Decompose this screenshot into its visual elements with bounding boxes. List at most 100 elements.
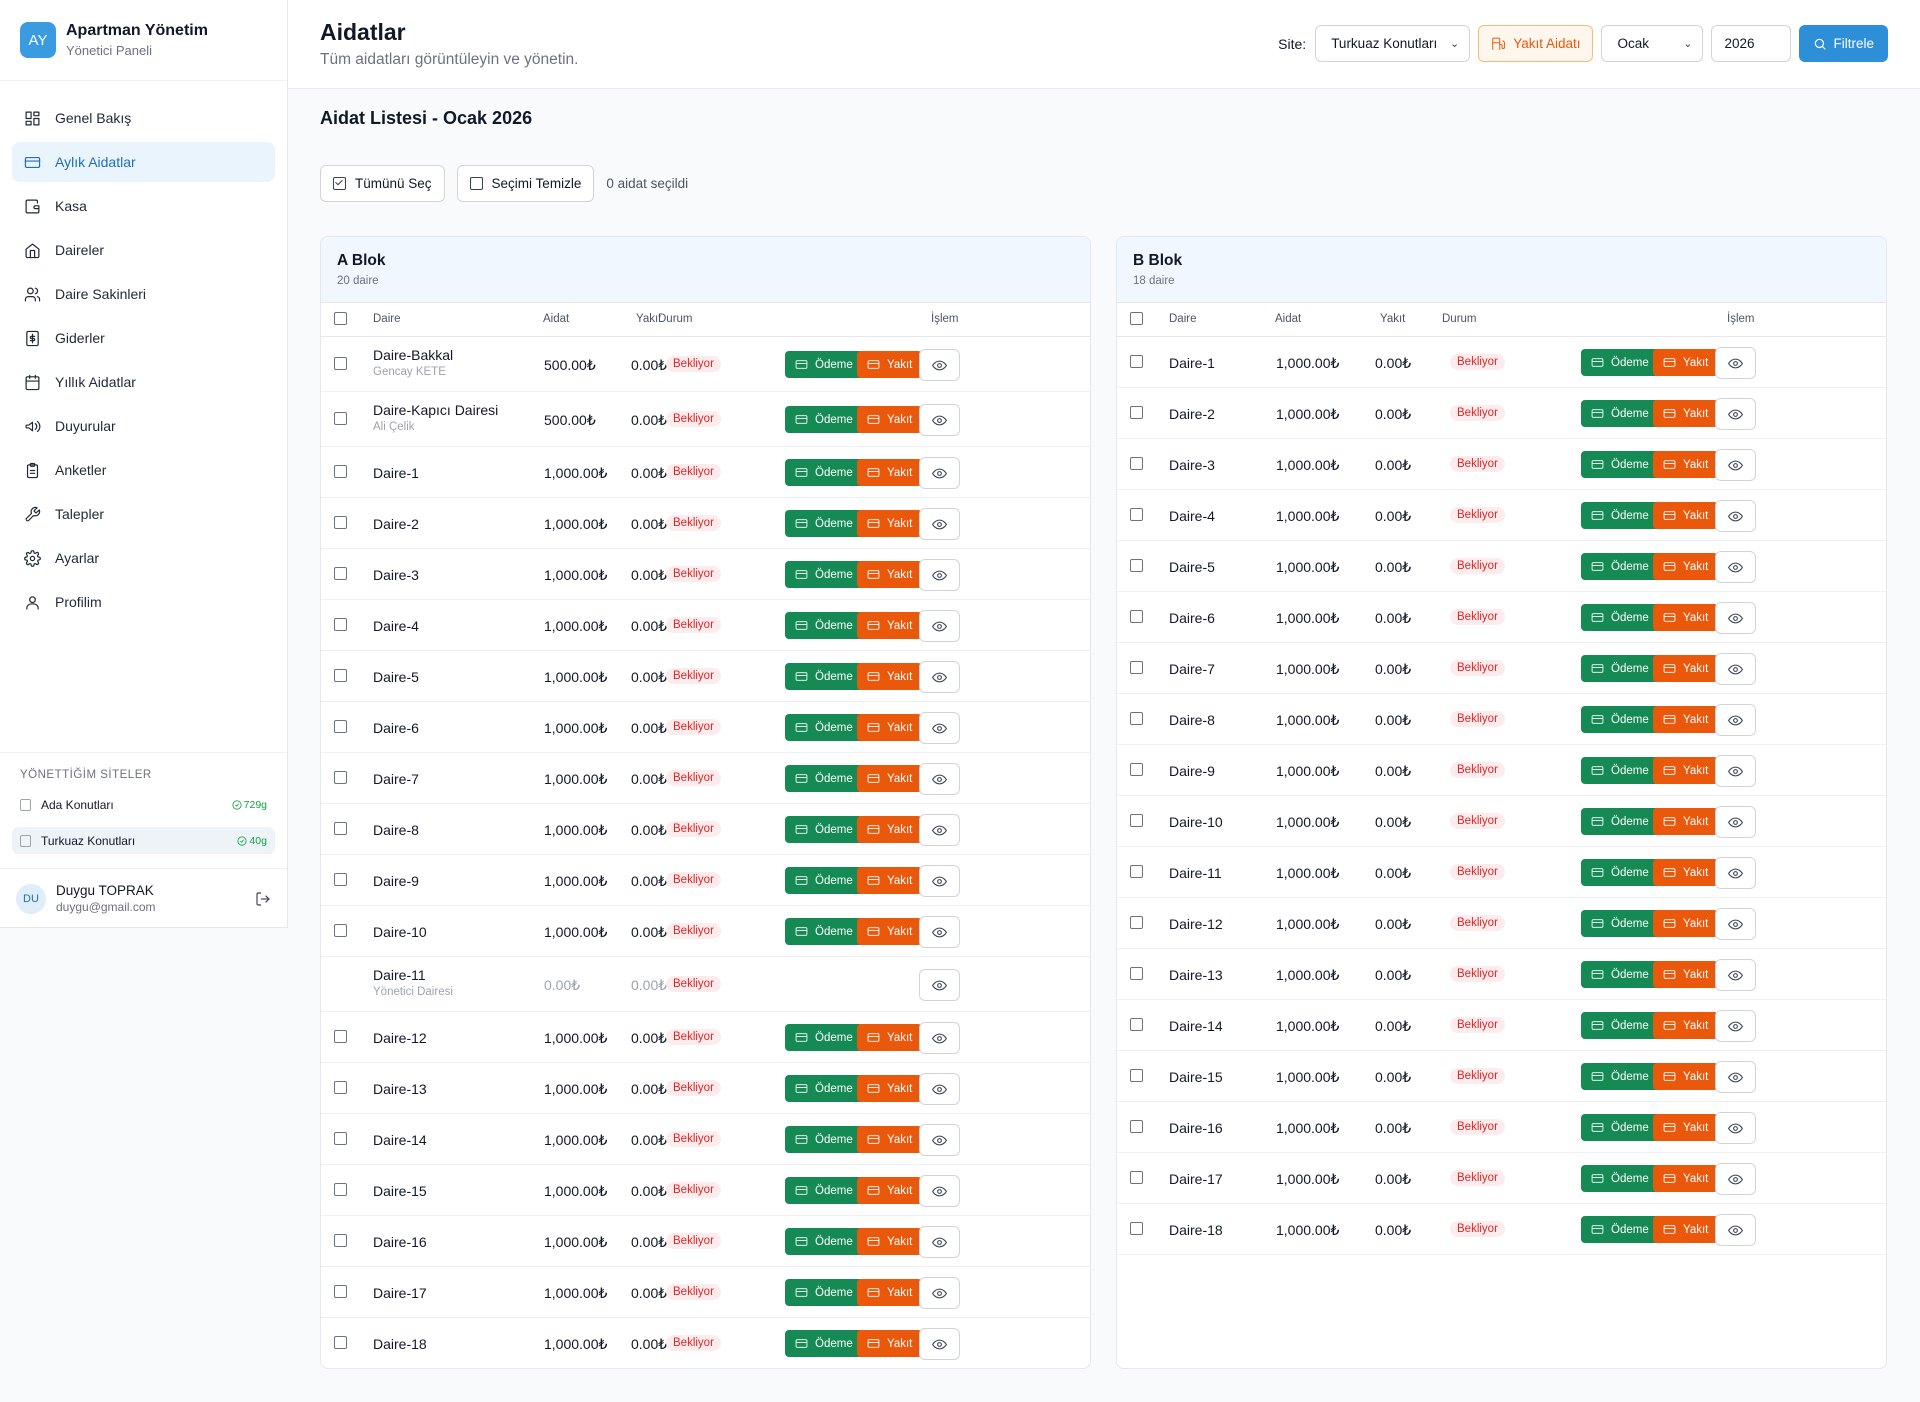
row-checkbox[interactable] [1130,406,1143,419]
view-button[interactable] [919,1328,960,1360]
view-button[interactable] [1715,653,1756,685]
row-checkbox[interactable] [1130,661,1143,674]
fuel-button[interactable]: Yakıt [857,1126,923,1153]
payment-button[interactable]: Ödeme [1581,1216,1659,1243]
row-checkbox[interactable] [1130,559,1143,572]
view-button[interactable] [919,969,960,1001]
fuel-button[interactable]: Yakıt [1653,910,1719,937]
view-button[interactable] [1715,347,1756,379]
fuel-button[interactable]: Yakıt [1653,1165,1719,1192]
filter-button[interactable]: Filtrele [1799,25,1888,62]
row-checkbox[interactable] [334,1285,347,1298]
row-checkbox[interactable] [334,1081,347,1094]
sidebar-item-profilim[interactable]: Profilim [12,582,275,622]
payment-button[interactable]: Ödeme [785,612,863,639]
site-item[interactable]: Ada Konutları 729g [12,791,275,818]
row-checkbox[interactable] [334,1234,347,1247]
fuel-button[interactable]: Yakıt [1653,604,1719,631]
sidebar-item-anketler[interactable]: Anketler [12,450,275,490]
payment-button[interactable]: Ödeme [785,510,863,537]
sidebar-item-daire-sakinleri[interactable]: Daire Sakinleri [12,274,275,314]
row-checkbox[interactable] [334,567,347,580]
row-checkbox[interactable] [1130,1120,1143,1133]
sidebar-item-daireler[interactable]: Daireler [12,230,275,270]
payment-button[interactable]: Ödeme [1581,502,1659,529]
fuel-button[interactable]: Yakıt [857,918,923,945]
clear-selection-button[interactable]: Seçimi Temizle [456,165,595,202]
row-checkbox[interactable] [1130,814,1143,827]
view-button[interactable] [1715,398,1756,430]
payment-button[interactable]: Ödeme [785,1279,863,1306]
row-checkbox[interactable] [334,618,347,631]
fuel-fee-button[interactable]: Yakıt Aidatı [1478,25,1594,62]
sidebar-item-talepler[interactable]: Talepler [12,494,275,534]
payment-button[interactable]: Ödeme [1581,1114,1659,1141]
payment-button[interactable]: Ödeme [785,1177,863,1204]
select-all-button[interactable]: Tümünü Seç [320,165,445,202]
view-button[interactable] [919,763,960,795]
payment-button[interactable]: Ödeme [1581,451,1659,478]
row-checkbox[interactable] [334,1336,347,1349]
view-button[interactable] [1715,1163,1756,1195]
fuel-button[interactable]: Yakıt [857,714,923,741]
fuel-button[interactable]: Yakıt [1653,1012,1719,1039]
view-button[interactable] [919,1175,960,1207]
fuel-button[interactable]: Yakıt [857,867,923,894]
view-button[interactable] [919,1277,960,1309]
view-button[interactable] [919,814,960,846]
payment-button[interactable]: Ödeme [785,351,863,378]
fuel-button[interactable]: Yakıt [1653,808,1719,835]
fuel-button[interactable]: Yakıt [1653,655,1719,682]
payment-button[interactable]: Ödeme [1581,604,1659,631]
fuel-button[interactable]: Yakıt [1653,502,1719,529]
payment-button[interactable]: Ödeme [1581,400,1659,427]
view-button[interactable] [919,457,960,489]
payment-button[interactable]: Ödeme [1581,706,1659,733]
row-checkbox[interactable] [1130,712,1143,725]
fuel-button[interactable]: Yakıt [857,1228,923,1255]
payment-button[interactable]: Ödeme [785,1330,863,1357]
fuel-button[interactable]: Yakıt [857,1177,923,1204]
payment-button[interactable]: Ödeme [785,816,863,843]
row-checkbox[interactable] [334,822,347,835]
payment-button[interactable]: Ödeme [1581,910,1659,937]
view-button[interactable] [1715,500,1756,532]
site-item[interactable]: Turkuaz Konutları 40g [12,827,275,854]
view-button[interactable] [1715,1214,1756,1246]
row-checkbox[interactable] [1130,1222,1143,1235]
view-button[interactable] [1715,1010,1756,1042]
view-button[interactable] [1715,857,1756,889]
row-checkbox[interactable] [1130,967,1143,980]
row-checkbox[interactable] [334,357,347,370]
row-checkbox[interactable] [334,720,347,733]
fuel-button[interactable]: Yakıt [857,663,923,690]
payment-button[interactable]: Ödeme [785,561,863,588]
sidebar-item-kasa[interactable]: Kasa [12,186,275,226]
fuel-button[interactable]: Yakıt [1653,553,1719,580]
payment-button[interactable]: Ödeme [1581,808,1659,835]
payment-button[interactable]: Ödeme [1581,961,1659,988]
payment-button[interactable]: Ödeme [1581,1165,1659,1192]
row-checkbox[interactable] [334,1183,347,1196]
fuel-button[interactable]: Yakıt [1653,961,1719,988]
row-checkbox[interactable] [334,771,347,784]
fuel-button[interactable]: Yakıt [1653,349,1719,376]
row-checkbox[interactable] [334,669,347,682]
row-checkbox[interactable] [1130,355,1143,368]
fuel-button[interactable]: Yakıt [1653,706,1719,733]
view-button[interactable] [1715,908,1756,940]
fuel-button[interactable]: Yakıt [857,1024,923,1051]
view-button[interactable] [919,1226,960,1258]
view-button[interactable] [1715,551,1756,583]
payment-button[interactable]: Ödeme [785,1024,863,1051]
row-checkbox[interactable] [1130,1171,1143,1184]
view-button[interactable] [919,559,960,591]
fuel-button[interactable]: Yakıt [857,459,923,486]
row-checkbox[interactable] [334,516,347,529]
fuel-button[interactable]: Yakıt [857,561,923,588]
sidebar-item-giderler[interactable]: Giderler [12,318,275,358]
sidebar-item-genel-bakış[interactable]: Genel Bakış [12,98,275,138]
sidebar-item-duyurular[interactable]: Duyurular [12,406,275,446]
fuel-button[interactable]: Yakıt [857,1279,923,1306]
fuel-button[interactable]: Yakıt [1653,1216,1719,1243]
